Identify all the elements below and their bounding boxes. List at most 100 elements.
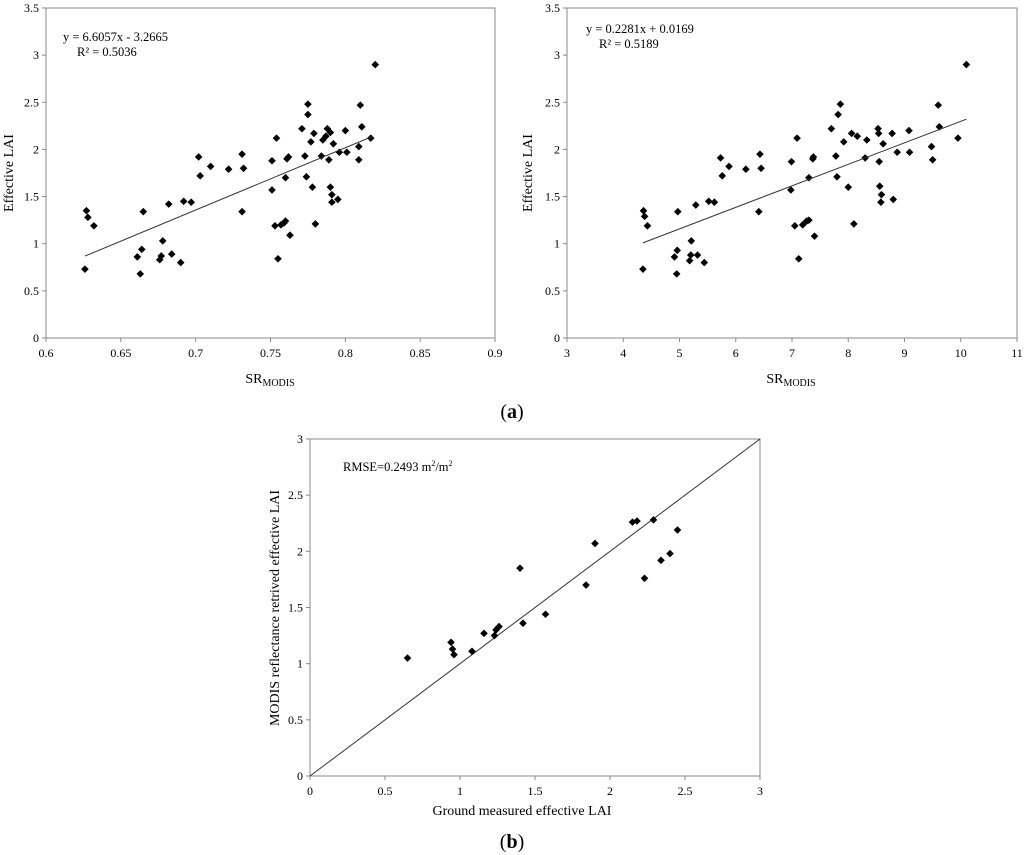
data-point-b — [591, 539, 599, 548]
data-point-a-right — [893, 148, 901, 157]
data-point-a-right — [839, 138, 848, 146]
data-point-a-left — [322, 132, 330, 141]
data-point-a-right — [805, 216, 813, 224]
data-point-b — [666, 549, 674, 558]
data-point-a-right — [874, 129, 883, 138]
x-ticks-a-left: 0.6 0.65 0.7 0.75 0.8 0.85 0.9 — [39, 338, 503, 360]
y-tick-label-b: 0.5 — [288, 713, 303, 727]
points-a-left — [81, 60, 380, 278]
y-tick-label-a-right: 2.5 — [545, 95, 560, 109]
x-tick-label-a-left: 0.8 — [338, 346, 353, 360]
data-point-a-left — [90, 222, 98, 230]
data-point-a-left — [136, 270, 145, 278]
data-point-a-right — [827, 124, 836, 133]
data-point-a-right — [640, 212, 649, 221]
panel-label-a-letter: a — [507, 401, 517, 423]
data-point-a-left — [328, 190, 336, 199]
data-point-a-right — [927, 142, 936, 151]
points-b — [403, 516, 682, 662]
equation-a-left: y = 6.6057x - 3.2665 — [63, 30, 168, 44]
equation-a-right: y = 0.2281x + 0.0169 — [586, 22, 694, 36]
x-tick-label-a-right: 6 — [733, 346, 739, 360]
panel-label-b-letter: b — [506, 831, 517, 853]
data-point-a-left — [196, 172, 204, 180]
x-tick-label-a-right: 11 — [1011, 346, 1023, 360]
data-point-a-right — [875, 157, 883, 166]
data-point-a-right — [836, 100, 845, 108]
data-point-a-left — [302, 172, 311, 181]
data-point-a-left — [164, 200, 173, 208]
x-tick-label-a-left: 0.85 — [410, 346, 431, 360]
data-point-b — [492, 626, 500, 634]
data-point-a-left — [335, 148, 344, 157]
data-point-a-left — [317, 152, 326, 160]
data-point-b — [448, 645, 457, 653]
data-point-a-left — [326, 128, 335, 137]
y-tick-label-a-right: 0 — [554, 331, 560, 345]
data-point-a-left — [334, 195, 342, 204]
data-point-a-right — [834, 110, 842, 119]
data-point-a-right — [935, 123, 944, 131]
data-point-b — [516, 564, 524, 572]
data-point-a-left — [355, 156, 363, 164]
data-point-a-left — [357, 123, 366, 131]
data-point-a-left — [82, 206, 91, 215]
data-point-a-right — [853, 132, 862, 141]
data-point-b — [450, 650, 458, 659]
y-tick-label-b: 0 — [297, 769, 303, 783]
data-point-b — [403, 654, 412, 662]
x-tick-label-b: 0.5 — [378, 784, 393, 798]
panel-label-a: (a) — [500, 401, 523, 423]
data-point-b — [447, 638, 455, 647]
data-point-a-right — [954, 134, 962, 142]
data-point-a-right — [639, 206, 648, 215]
plot-area-a-left — [45, 7, 496, 339]
panel-label-b: (b) — [500, 831, 524, 853]
x-tick-label-b: 0 — [307, 784, 313, 798]
chart-b: 0 0.5 1 1.5 2 2.5 3 0 0.5 1 1.5 2 2.5 3 RMSE=0.2493 … — [268, 432, 763, 819]
data-point-a-right — [847, 129, 856, 138]
data-point-a-left — [284, 153, 293, 161]
data-point-a-right — [863, 136, 871, 144]
data-point-a-left — [298, 124, 306, 133]
y-axis-label-a-left: Effective LAI — [2, 134, 17, 212]
x-ticks-a-right: 3 4 5 6 7 8 9 10 11 — [564, 338, 1023, 360]
r-squared-a-right: R² = 0.5189 — [599, 37, 659, 51]
data-point-a-left — [271, 222, 279, 230]
y-tick-label-a-left: 1.5 — [24, 190, 39, 204]
x-tick-label-b: 2.5 — [678, 784, 693, 798]
x-axis-label-main-a-right: SR — [766, 372, 784, 387]
data-point-a-right — [673, 246, 682, 255]
data-point-a-right — [809, 153, 818, 161]
y-tick-label-a-left: 1 — [33, 237, 39, 251]
data-point-a-left — [84, 213, 92, 222]
y-axis-label-b: MODIS reflectance retrived effective LAI — [268, 490, 283, 726]
y-tick-label-a-left: 0.5 — [24, 284, 39, 298]
data-point-b — [657, 556, 665, 565]
data-point-a-left — [281, 173, 290, 182]
x-tick-label-a-left: 0.7 — [188, 346, 203, 360]
data-point-a-left — [224, 165, 233, 174]
data-point-a-right — [928, 156, 937, 164]
data-point-b — [490, 631, 499, 640]
trendline-a-right — [642, 118, 967, 244]
data-point-a-right — [888, 129, 896, 138]
data-point-a-left — [325, 156, 333, 164]
r-squared-a-left: R² = 0.5036 — [77, 45, 137, 59]
x-tick-label-a-right: 8 — [845, 346, 851, 360]
x-tick-label-a-right: 4 — [620, 346, 626, 360]
data-point-a-left — [366, 134, 375, 142]
data-point-a-left — [157, 252, 166, 260]
data-point-a-right — [639, 265, 647, 273]
data-point-a-right — [874, 124, 882, 133]
data-point-a-left — [323, 124, 332, 133]
y-tick-label-b: 3 — [297, 432, 303, 446]
data-point-a-left — [328, 198, 336, 207]
data-point-a-right — [757, 164, 765, 173]
y-ticks-a-left: 0 0.5 1 1.5 2 2.5 3 3.5 — [24, 1, 46, 345]
x-axis-label-main-a-left: SR — [245, 372, 263, 387]
data-point-a-right — [962, 60, 971, 69]
data-point-a-right — [844, 183, 853, 191]
chart-a-right: 3 4 5 6 7 8 9 10 11 0 0.5 1 1.5 2 2.5 3 3.5 y = 0.2281x… — [521, 1, 1023, 389]
